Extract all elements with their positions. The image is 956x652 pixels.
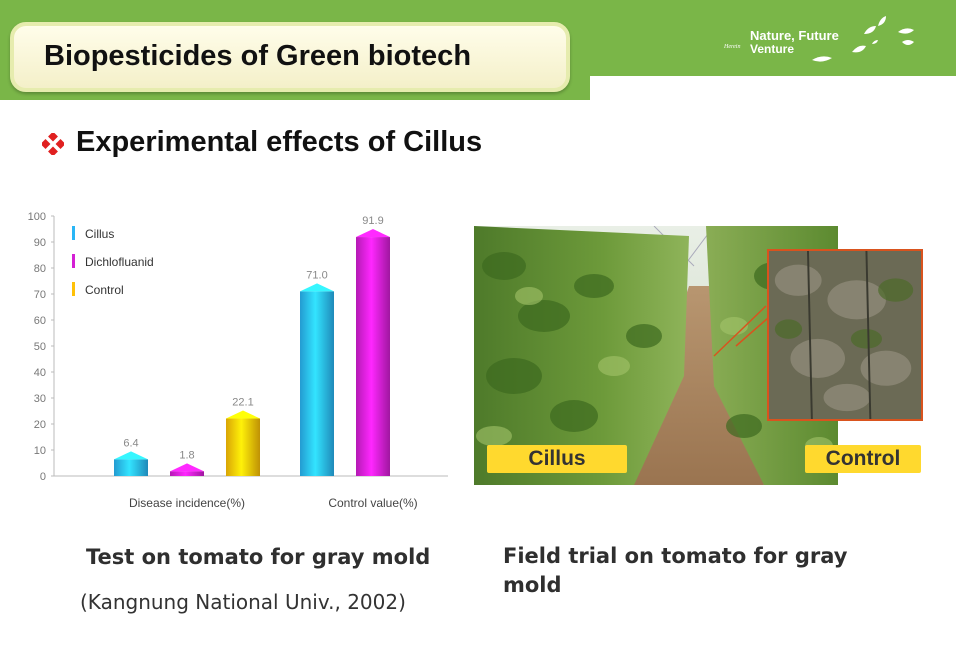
y-tick-label: 10: [34, 445, 46, 457]
y-tick-label: 70: [34, 289, 46, 301]
data-label: 22.1: [232, 397, 253, 409]
bar-cap-control: [226, 410, 260, 419]
x-category-label: Control value(%): [328, 496, 417, 510]
y-tick-label: 50: [34, 341, 46, 353]
brand-small-text: Herein: [724, 44, 741, 50]
data-label: 6.4: [123, 437, 138, 449]
data-label: 71.0: [306, 269, 327, 281]
bar-cap-cillus: [300, 283, 334, 292]
source-citation: (Kangnung National Univ., 2002): [80, 590, 406, 614]
bar-control: [226, 418, 260, 476]
y-tick-label: 30: [34, 393, 46, 405]
diamond-bullet-icon: [42, 133, 64, 155]
control-inset-photo: [767, 249, 923, 421]
control-label: Control: [805, 445, 921, 473]
y-tick-label: 60: [34, 315, 46, 327]
brand-logo: Nature, Future Herein Venture: [724, 28, 844, 58]
bar-cillus: [114, 459, 148, 476]
brand-venture: Venture: [750, 42, 795, 56]
brand-tagline: Nature, Future: [750, 28, 839, 43]
photo-caption: Field trial on tomato for gray mold: [503, 544, 848, 597]
y-tick-label: 0: [40, 471, 46, 483]
leaves-icon: [812, 16, 914, 62]
legend-swatch-control: [72, 282, 75, 296]
data-label: 91.9: [362, 215, 383, 227]
page-title: Biopesticides of Green biotech: [44, 40, 472, 72]
y-tick-label: 80: [34, 263, 46, 275]
title-box: Biopesticides of Green biotech: [10, 22, 570, 92]
bar-cap-cillus: [114, 451, 148, 460]
legend-swatch-cillus: [72, 226, 75, 240]
bar-dichlofluanid: [170, 471, 204, 476]
legend-swatch-dichlofluanid: [72, 254, 75, 268]
bar-chart: 0 10 20 30 40 50 60 70 80 90 100 Disease incidence(…: [28, 211, 448, 510]
header-cut: [590, 76, 956, 100]
legend-label: Control: [85, 283, 124, 297]
legend-label: Cillus: [85, 227, 114, 241]
section-title: Experimental effects of Cillus: [76, 126, 483, 158]
data-label: 1.8: [179, 449, 194, 461]
legend-label: Dichlofluanid: [85, 255, 154, 269]
y-tick-label: 90: [34, 237, 46, 249]
x-category-label: Disease incidence(%): [129, 496, 245, 510]
y-tick-label: 40: [34, 367, 46, 379]
bar-cillus: [300, 291, 334, 476]
bar-dichlofluanid: [356, 237, 390, 476]
chart-caption: Test on tomato for gray mold: [86, 545, 431, 569]
y-tick-label: 20: [34, 419, 46, 431]
y-tick-label: 100: [28, 211, 46, 223]
cillus-label: Cillus: [487, 445, 627, 473]
bar-cap-dichlofluanid: [170, 463, 204, 472]
bar-cap-dichlofluanid: [356, 229, 390, 238]
